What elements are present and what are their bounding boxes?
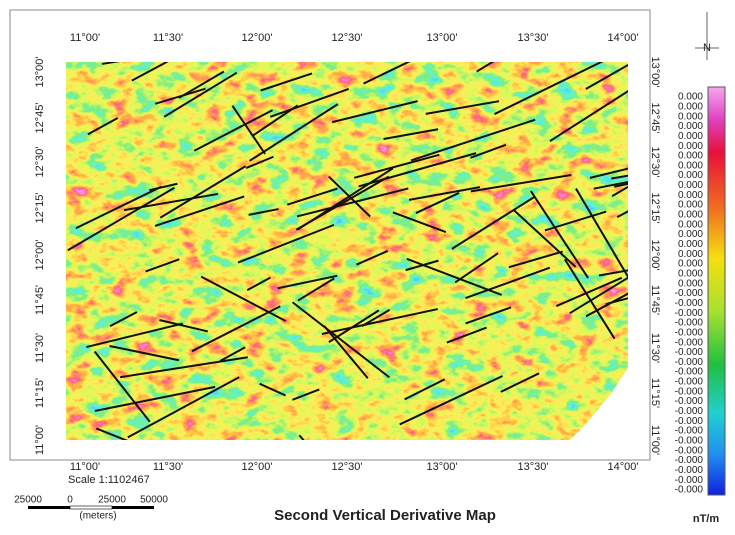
scale-label: 50000 [140, 495, 168, 506]
north-label: N [703, 42, 711, 54]
top-lon-label: 13°00' [427, 32, 458, 44]
left-lat-label: 12°45' [34, 103, 46, 134]
left-lat-label: 12°30' [34, 147, 46, 178]
right-lat-label: 12°30' [649, 147, 661, 178]
scale-bar-white [70, 506, 112, 509]
top-lon-label: 13°30' [518, 32, 549, 44]
right-lat-label: 12°00' [649, 240, 661, 271]
left-lat-label: 11°00' [34, 425, 46, 455]
scale-text: Scale 1:1102467 [68, 474, 150, 486]
bottom-lon-label: 12°00' [242, 461, 273, 473]
map-title: Second Vertical Derivative Map [274, 507, 496, 524]
right-lat-label: 12°45' [649, 103, 661, 134]
bottom-lon-label: 11°00' [70, 461, 100, 473]
color-bar [708, 87, 725, 495]
bottom-lon-label: 13°30' [518, 461, 549, 473]
right-lat-label: 11°30' [649, 333, 661, 363]
bottom-lon-label: 11°30' [153, 461, 183, 473]
scale-label: 0 [67, 495, 73, 506]
bottom-lon-label: 14°00' [608, 461, 639, 473]
left-lat-label: 12°00' [34, 240, 46, 271]
map-page: 11°00' 11°00' 11°30' 11°30' 12°00' 12°00' 12°3… [0, 0, 735, 530]
scale-label: 25000 [14, 495, 42, 506]
bottom-lon-label: 13°00' [427, 461, 458, 473]
left-lat-label: 11°15' [34, 378, 46, 408]
left-lat-label: 13°00' [34, 57, 46, 88]
lineament [590, 424, 616, 437]
right-lat-label: 11°15' [649, 378, 661, 408]
scale-label: 25000 [98, 495, 126, 506]
right-lat-label: 13°00' [649, 57, 661, 88]
top-lon-label: 12°30' [332, 32, 363, 44]
left-lat-label: 11°45' [34, 285, 46, 315]
bottom-lon-label: 12°30' [332, 461, 363, 473]
scale-unit: (meters) [79, 511, 116, 522]
top-lon-label: 12°00' [242, 32, 273, 44]
map-raster [66, 9, 686, 503]
legend-unit: nT/m [693, 513, 719, 525]
right-lat-label: 12°15' [649, 193, 661, 224]
left-lat-label: 12°15' [34, 193, 46, 224]
scale-bar-black [112, 506, 154, 509]
scale-bar-black [28, 506, 70, 509]
top-lon-label: 14°00' [608, 32, 639, 44]
right-lat-label: 11°45' [649, 285, 661, 315]
legend-label: -0.000 [675, 485, 704, 496]
left-lat-label: 11°30' [34, 333, 46, 363]
right-lat-label: 11°00' [649, 425, 661, 455]
top-lon-label: 11°00' [70, 32, 100, 44]
top-lon-label: 11°30' [153, 32, 183, 44]
